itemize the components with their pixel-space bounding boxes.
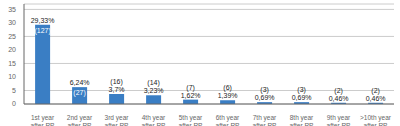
svg-text:1,62%: 1,62% (181, 92, 201, 99)
svg-text:(3): (3) (297, 86, 306, 94)
svg-text:6th yearafter RP: 6th yearafter RP (216, 114, 240, 126)
svg-text:1,39%: 1,39% (218, 92, 238, 99)
svg-text:30: 30 (8, 19, 16, 26)
svg-text:0,46%: 0,46% (329, 95, 349, 102)
svg-text:0: 0 (12, 100, 16, 107)
svg-text:3rd yearafter RP: 3rd yearafter RP (105, 114, 130, 126)
svg-text:(16): (16) (110, 78, 122, 86)
svg-text:5: 5 (12, 87, 16, 94)
svg-text:2nd yearafter RP: 2nd yearafter RP (67, 114, 93, 126)
svg-text:20: 20 (8, 46, 16, 53)
svg-text:5th yearafter RP: 5th yearafter RP (179, 114, 203, 126)
svg-text:1st yearafter RP: 1st yearafter RP (31, 114, 55, 126)
svg-text:15: 15 (8, 60, 16, 67)
svg-text:(27): (27) (73, 89, 85, 97)
svg-text:6,24%: 6,24% (70, 79, 90, 86)
svg-text:4th yearafter RP: 4th yearafter RP (142, 114, 166, 126)
svg-text:0,69%: 0,69% (255, 94, 275, 101)
svg-text:3,7%: 3,7% (109, 86, 125, 93)
svg-text:25: 25 (8, 33, 16, 40)
svg-text:10: 10 (8, 73, 16, 80)
svg-text:0,46%: 0,46% (366, 95, 386, 102)
svg-text:7th yearafter RP: 7th yearafter RP (253, 114, 277, 126)
svg-text:(3): (3) (260, 86, 269, 94)
svg-text:9th yearafter RP: 9th yearafter RP (327, 114, 351, 126)
svg-text:8th yearafter RP: 8th yearafter RP (290, 114, 314, 126)
svg-text:(6): (6) (223, 84, 232, 92)
svg-text:(14): (14) (147, 79, 159, 87)
svg-text:(127): (127) (34, 27, 50, 35)
svg-text:0,69%: 0,69% (292, 94, 312, 101)
svg-text:>10th yearafter RP: >10th yearafter RP (360, 114, 392, 126)
svg-text:35: 35 (8, 6, 16, 13)
svg-text:(7): (7) (186, 84, 195, 92)
svg-text:(2): (2) (371, 87, 380, 95)
svg-text:(2): (2) (334, 87, 343, 95)
svg-text:3,23%: 3,23% (144, 87, 164, 94)
svg-text:29,33%: 29,33% (31, 17, 55, 24)
